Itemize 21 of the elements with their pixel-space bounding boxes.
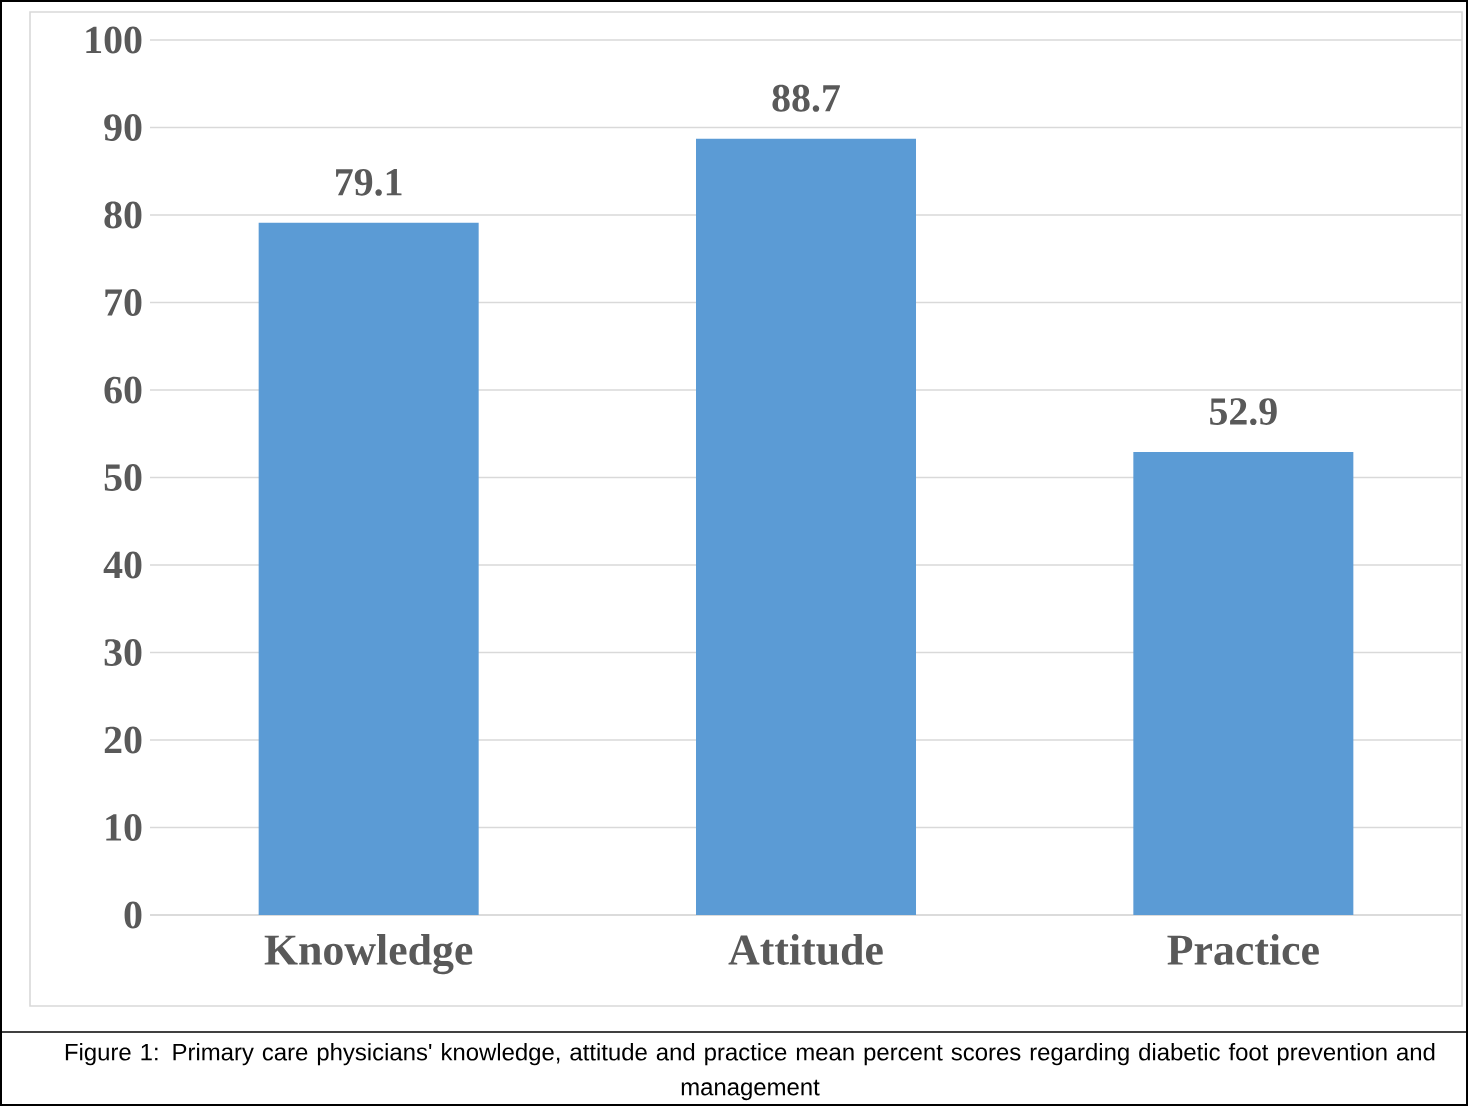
caption: Figure 1: Primary care physicians' knowledge, attitude and practice mean percent scores regarding diabetic foot prevention and management [65, 1043, 1435, 1101]
y-tick-label: 60 [104, 376, 142, 404]
y-tick-label: 40 [103, 551, 142, 579]
data-label: 79.1 [336, 168, 402, 196]
y-tick-label: 0 [124, 901, 142, 929]
y-tick-label: 10 [106, 814, 142, 841]
y-tick-label: 30 [104, 639, 142, 666]
x-tick-label: Knowledge [264, 934, 473, 975]
y-tick-label: 100 [86, 26, 142, 54]
y-tick-label: 20 [104, 726, 142, 754]
y-tick-label: 80 [104, 201, 142, 229]
bar [1133, 452, 1354, 915]
bar [696, 138, 917, 915]
y-tick-label: 90 [104, 114, 142, 141]
data-label: 52.9 [1210, 398, 1277, 426]
y-tick-label: 50 [104, 464, 142, 491]
y-tick-label: 70 [105, 289, 142, 316]
data-label: 88.7 [772, 84, 840, 112]
x-tick-label: Practice [1167, 934, 1319, 965]
bar [258, 222, 479, 915]
x-tick-label: Attitude [728, 934, 883, 965]
